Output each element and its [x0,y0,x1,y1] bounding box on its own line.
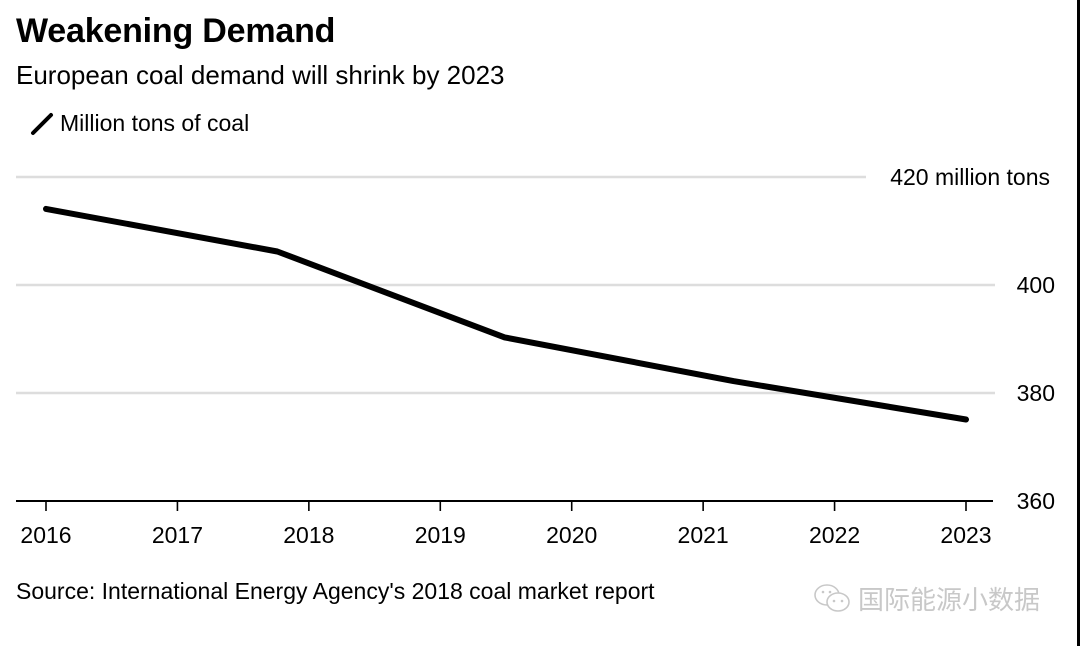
wechat-icon [814,583,850,612]
chart-subtitle: European coal demand will shrink by 2023 [16,60,505,90]
y-tick-label-380: 380 [1017,380,1055,406]
x-tick-label-2019: 2019 [415,522,466,548]
x-tick-label-2023: 2023 [940,522,991,548]
chart-title: Weakening Demand [16,12,336,50]
legend: Million tons of coal [30,110,249,137]
x-axis [16,500,993,511]
x-tick-label-2022: 2022 [809,522,860,548]
y-tick-label-360: 360 [1017,488,1055,514]
x-tick-label-2018: 2018 [283,522,334,548]
y-tick-label-420: 420 million tons [890,164,1050,190]
source-note: Source: International Energy Agency's 20… [16,578,655,604]
x-axis-labels: 2016 2017 2018 2019 2020 2021 2022 2023 [20,522,991,548]
watermark-text: 国际能源小数据 [858,585,1041,615]
right-edge-border [1077,0,1080,646]
legend-label: Million tons of coal [60,110,250,136]
gridlines [16,175,995,395]
x-tick-label-2017: 2017 [152,522,203,548]
y-axis-labels: 360 380 400 420 million tons [890,164,1055,514]
x-tick-label-2020: 2020 [546,522,597,548]
x-tick-label-2016: 2016 [20,522,71,548]
y-tick-label-400: 400 [1017,272,1055,298]
watermark: 国际能源小数据 [812,580,1040,617]
legend-line-swatch-icon [31,112,53,135]
x-tick-label-2021: 2021 [678,522,729,548]
series-line-0 [43,205,969,423]
series [43,205,969,423]
